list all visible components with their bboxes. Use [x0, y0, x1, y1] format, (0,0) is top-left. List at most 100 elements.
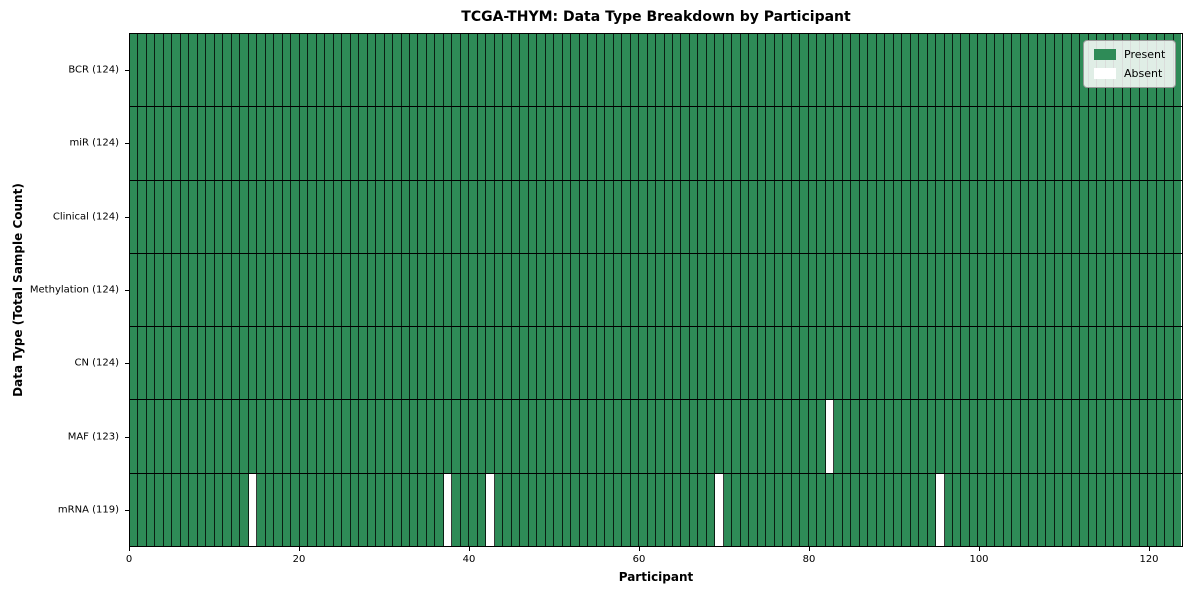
heatmap-cell — [265, 253, 275, 327]
heatmap-cell — [766, 34, 775, 107]
heatmap-cell — [325, 327, 334, 400]
heatmap-cell — [1029, 253, 1038, 327]
heatmap-cell — [460, 253, 470, 327]
heatmap-cell — [613, 473, 623, 546]
heatmap-cell — [409, 473, 419, 546]
heatmap-cell — [808, 107, 818, 180]
heatmap-cell — [409, 400, 419, 473]
heatmap-cell — [859, 253, 869, 327]
heatmap-cell — [206, 180, 215, 253]
heatmap-cell — [367, 327, 377, 400]
heatmap-cell — [656, 107, 665, 180]
heatmap-cell — [1054, 34, 1064, 107]
heatmap-cell — [1046, 107, 1055, 180]
heatmap-cell — [1156, 473, 1166, 546]
heatmap-cell — [265, 34, 275, 107]
heatmap-cell — [868, 34, 877, 107]
heatmap-cell — [155, 253, 164, 327]
heatmap-cell — [868, 180, 877, 253]
heatmap-cell — [588, 253, 597, 327]
heatmap-cell — [342, 180, 351, 253]
heatmap-cell — [842, 327, 852, 400]
heatmap-cell — [477, 180, 487, 253]
x-axis-ticks: 0 20 40 60 80 100 120 — [126, 547, 1183, 569]
heatmap-cell — [952, 327, 962, 400]
heatmap-cell — [460, 180, 470, 253]
heatmap-cell — [791, 253, 801, 327]
heatmap-cell — [740, 473, 750, 546]
heatmap-cell — [214, 107, 224, 180]
heatmap-cell — [834, 473, 843, 546]
heatmap-cell — [902, 327, 911, 400]
heatmap-cell — [257, 473, 266, 546]
heatmap-cell — [723, 400, 733, 473]
heatmap-cell — [656, 327, 665, 400]
heatmap-cell — [732, 327, 741, 400]
heatmap-cell — [528, 107, 538, 180]
heatmap-cell — [961, 180, 970, 253]
heatmap-cell — [961, 107, 970, 180]
heatmap-cell — [605, 327, 614, 400]
heatmap-cell — [1173, 400, 1182, 473]
heatmap-cell — [876, 400, 886, 473]
heatmap-cell — [995, 180, 1004, 253]
heatmap-cell — [333, 253, 343, 327]
heatmap-cell — [393, 180, 402, 253]
heatmap-cell — [825, 473, 835, 546]
heatmap-cell — [223, 253, 232, 327]
heatmap-cell — [460, 400, 470, 473]
heatmap-cell — [545, 34, 555, 107]
heatmap-cell — [1105, 400, 1115, 473]
heatmap-cell — [851, 473, 860, 546]
heatmap-cell — [868, 327, 877, 400]
heatmap-cell — [910, 107, 920, 180]
heatmap-cell — [757, 253, 767, 327]
heatmap-cell — [639, 34, 648, 107]
heatmap-cell — [146, 400, 156, 473]
heatmap-cell — [418, 400, 427, 473]
heatmap-cell — [588, 180, 597, 253]
heatmap-cell — [961, 253, 970, 327]
heatmap-cell — [189, 34, 198, 107]
heatmap-cell — [1046, 253, 1055, 327]
heatmap-cell — [214, 473, 224, 546]
heatmap-cell — [308, 400, 317, 473]
heatmap-cell — [774, 34, 784, 107]
heatmap-cell — [1071, 180, 1081, 253]
heatmap-cell — [376, 180, 385, 253]
heatmap-cell — [240, 180, 249, 253]
heatmap-cell — [180, 327, 190, 400]
heatmap-cell — [800, 400, 809, 473]
heatmap-cell — [494, 473, 504, 546]
heatmap-cell — [460, 327, 470, 400]
heatmap-cell — [800, 107, 809, 180]
heatmap-cell — [562, 253, 572, 327]
heatmap-cell — [876, 107, 886, 180]
heatmap-cell — [910, 473, 920, 546]
y-tick-label-MAF: MAF (123) — [67, 431, 119, 443]
heatmap-cell — [189, 473, 198, 546]
heatmap-cell — [885, 107, 894, 180]
heatmap-cell — [825, 180, 835, 253]
heatmap-cell — [817, 400, 826, 473]
heatmap-cell — [1173, 253, 1182, 327]
heatmap-cell — [689, 327, 699, 400]
heatmap-cell — [282, 400, 292, 473]
heatmap-cell — [443, 253, 453, 327]
heatmap-cell — [435, 34, 444, 107]
heatmap-cell — [893, 327, 903, 400]
heatmap-cell — [528, 253, 538, 327]
heatmap-cell — [995, 327, 1004, 400]
heatmap-cell — [274, 400, 283, 473]
heatmap-cell — [435, 253, 444, 327]
heatmap-cell — [130, 253, 139, 327]
heatmap-row-CN — [130, 327, 1182, 401]
heatmap-cell — [842, 34, 852, 107]
heatmap-cell — [189, 327, 198, 400]
heatmap-cell — [622, 180, 631, 253]
heatmap-cell — [316, 327, 326, 400]
heatmap-cell — [545, 327, 555, 400]
heatmap-cell — [757, 400, 767, 473]
heatmap-cell — [265, 400, 275, 473]
heatmap-cell — [409, 107, 419, 180]
